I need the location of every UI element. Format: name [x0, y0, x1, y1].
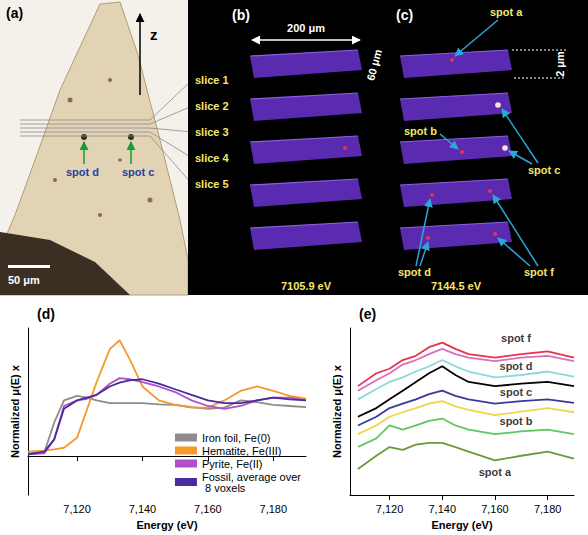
svg-text:(a): (a) [6, 5, 23, 21]
svg-text:Iron foil, Fe(0): Iron foil, Fe(0) [202, 432, 270, 444]
svg-text:z: z [150, 26, 158, 43]
svg-text:Energy (eV): Energy (eV) [431, 519, 492, 531]
svg-text:Hematite, Fe(III): Hematite, Fe(III) [202, 445, 281, 457]
svg-text:(b): (b) [232, 7, 250, 23]
svg-text:7,120: 7,120 [63, 503, 91, 515]
svg-text:spot b: spot b [500, 415, 533, 427]
svg-text:7,180: 7,180 [534, 503, 562, 515]
svg-text:spot f: spot f [524, 266, 554, 278]
svg-text:Fossil, average over: Fossil, average over [202, 470, 301, 483]
svg-text:2 μm: 2 μm [554, 51, 566, 77]
svg-text:7,160: 7,160 [194, 503, 222, 515]
svg-text:slice 5: slice 5 [195, 178, 229, 190]
svg-text:Normalized μ(E) x: Normalized μ(E) x [331, 364, 343, 458]
svg-text:7,140: 7,140 [428, 503, 456, 515]
svg-text:slice 1: slice 1 [195, 74, 229, 86]
svg-text:spot a: spot a [479, 466, 512, 478]
svg-text:60 μm: 60 μm [364, 48, 384, 82]
svg-text:slice 3: slice 3 [195, 126, 229, 138]
svg-text:(c): (c) [396, 7, 413, 23]
svg-text:7,140: 7,140 [129, 503, 157, 515]
svg-text:7,120: 7,120 [376, 503, 404, 515]
svg-text:(d): (d) [37, 306, 55, 322]
svg-text:spot c: spot c [528, 164, 560, 176]
svg-text:50 μm: 50 μm [8, 274, 40, 286]
svg-text:Pyrite, Fe(II): Pyrite, Fe(II) [202, 458, 263, 470]
svg-text:slice 2: slice 2 [195, 100, 229, 112]
svg-text:spot d: spot d [66, 166, 99, 178]
svg-text:spot d: spot d [500, 360, 533, 372]
svg-text:8 voxels: 8 voxels [202, 482, 246, 494]
svg-text:slice 4: slice 4 [195, 152, 230, 164]
svg-text:7105.9 eV: 7105.9 eV [281, 280, 332, 292]
svg-text:spot f: spot f [501, 332, 531, 344]
svg-text:7,180: 7,180 [260, 503, 288, 515]
svg-text:Energy (eV): Energy (eV) [136, 519, 197, 531]
svg-text:spot b: spot b [404, 125, 437, 137]
svg-text:spot d: spot d [398, 266, 431, 278]
svg-text:200 μm: 200 μm [287, 22, 325, 34]
svg-text:7,160: 7,160 [481, 503, 509, 515]
svg-text:spot a: spot a [490, 6, 523, 18]
svg-text:spot c: spot c [500, 386, 532, 398]
svg-text:Normalized μ(E) x: Normalized μ(E) x [9, 364, 21, 458]
svg-text:7144.5 eV: 7144.5 eV [431, 280, 482, 292]
svg-text:spot c: spot c [122, 166, 154, 178]
svg-text:(e): (e) [359, 306, 376, 322]
